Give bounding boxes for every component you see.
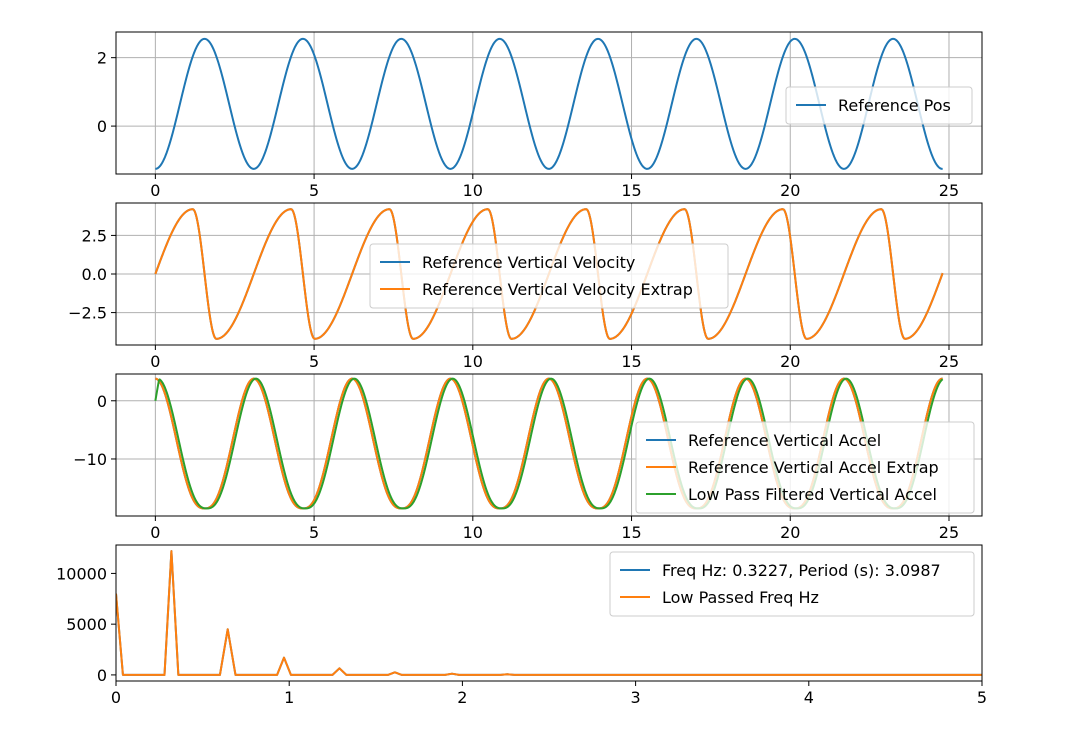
y-tick-label: −2.5 xyxy=(68,304,107,323)
legend: Reference Vertical Velocity Reference Ver… xyxy=(369,243,729,309)
subplot-4: 0 1 2 3 4 5 0 5000 10000 Freq Hz: 0.3227, Period … xyxy=(56,544,987,707)
legend-label: Reference Vertical Accel Extrap xyxy=(688,458,939,477)
axes-frame xyxy=(115,31,983,175)
series-group xyxy=(155,37,943,170)
y-tick-label: −10 xyxy=(73,450,107,469)
legend-label: Reference Vertical Accel xyxy=(688,431,881,450)
y-tick-label: 2 xyxy=(97,49,107,68)
x-tick-label: 10 xyxy=(463,523,483,542)
x-tick-label: 15 xyxy=(621,181,641,200)
x-tick-label: 5 xyxy=(977,688,987,707)
x-tick-label: 0 xyxy=(111,688,121,707)
x-tick-label: 10 xyxy=(463,352,483,371)
x-tick-label: 15 xyxy=(621,523,641,542)
x-tick-label: 5 xyxy=(309,523,319,542)
y-tick-label: 10000 xyxy=(56,564,107,583)
legend-box xyxy=(635,421,975,514)
y-tick-label: 2.5 xyxy=(82,226,107,245)
legend-box xyxy=(369,243,729,309)
legend: Freq Hz: 0.3227, Period (s): 3.0987 Low P… xyxy=(609,551,975,617)
x-tick-label: 25 xyxy=(939,523,959,542)
series-line-1 xyxy=(155,37,943,170)
x-tick-label: 20 xyxy=(780,352,800,371)
subplot-2: 0 5 10 15 20 25 −2.5 0.0 2.5 Reference Vertical V… xyxy=(68,202,983,371)
x-tick-label: 1 xyxy=(284,688,294,707)
legend-box xyxy=(785,86,973,125)
x-tick-label: 4 xyxy=(804,688,814,707)
subplot-1: 0 5 10 15 20 25 0 2 Reference Pos xyxy=(97,31,983,200)
axes-frame xyxy=(115,373,983,517)
legend: Reference Pos xyxy=(785,86,973,125)
y-tick-label: 0.0 xyxy=(82,265,107,284)
x-tick-label: 20 xyxy=(780,181,800,200)
x-tick-label: 10 xyxy=(463,181,483,200)
x-tick-label: 0 xyxy=(150,181,160,200)
y-tick-label: 0 xyxy=(97,117,107,136)
series-line-2 xyxy=(116,550,982,676)
y-tick-label: 5000 xyxy=(66,615,107,634)
x-tick-label: 25 xyxy=(939,352,959,371)
legend-label: Freq Hz: 0.3227, Period (s): 3.0987 xyxy=(662,561,941,580)
legend-label: Reference Pos xyxy=(838,96,951,115)
x-tick-label: 20 xyxy=(780,523,800,542)
legend-label: Reference Vertical Velocity Extrap xyxy=(422,280,693,299)
legend-label: Reference Vertical Velocity xyxy=(422,253,635,272)
legend-label: Low Pass Filtered Vertical Accel xyxy=(688,485,937,504)
legend: Reference Vertical Accel Reference Vertic… xyxy=(635,421,975,514)
x-tick-label: 2 xyxy=(457,688,467,707)
x-tick-label: 0 xyxy=(150,352,160,371)
series-group xyxy=(116,550,982,676)
legend-box xyxy=(609,551,975,617)
y-tick-label: 0 xyxy=(97,666,107,685)
x-tick-label: 5 xyxy=(309,352,319,371)
y-tick-label: 0 xyxy=(97,392,107,411)
x-tick-label: 5 xyxy=(309,181,319,200)
x-tick-label: 15 xyxy=(621,352,641,371)
legend-label: Low Passed Freq Hz xyxy=(662,588,819,607)
x-tick-label: 3 xyxy=(631,688,641,707)
axes-frame xyxy=(115,544,983,682)
x-tick-label: 25 xyxy=(939,181,959,200)
x-tick-label: 0 xyxy=(150,523,160,542)
